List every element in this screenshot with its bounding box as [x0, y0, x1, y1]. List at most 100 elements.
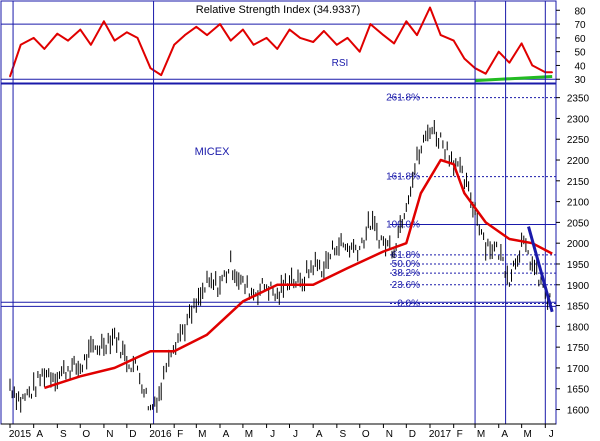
- rsi-point: [136, 37, 139, 39]
- rsi-point: [90, 43, 92, 46]
- rsi-point: [252, 43, 255, 46]
- rsi-point: [312, 41, 314, 43]
- rsi-point: [508, 61, 511, 64]
- rsi-trendline: [474, 74, 553, 83]
- rsi-point: [393, 42, 395, 45]
- rsi-point: [32, 37, 35, 39]
- rsi-point: [484, 72, 487, 75]
- fib-level-label: 38.2%: [392, 268, 420, 279]
- price-tick-label: 2100: [567, 198, 590, 209]
- rsi-point: [276, 48, 279, 50]
- x-tick-label: D: [409, 429, 416, 440]
- price-tick-label: 2300: [567, 114, 590, 125]
- fib-level-label: 0.0%: [397, 298, 420, 309]
- rsi-point: [497, 50, 500, 53]
- rsi-point: [67, 39, 69, 42]
- moving-average-line: [44, 158, 553, 390]
- rsi-title: Relative Strength Index (34.9337): [196, 4, 361, 16]
- fib-level-label: 61.8%: [392, 250, 420, 261]
- rsi-tick-label: 80: [574, 6, 586, 17]
- rsi-line: [9, 6, 553, 77]
- x-tick-label: A: [36, 429, 43, 440]
- rsi-point: [346, 37, 349, 39]
- rsi-point: [206, 34, 208, 36]
- rsi-point: [382, 34, 385, 36]
- rsi-ticks: 30 40 50 60 70 80: [556, 6, 586, 86]
- fib-level-label: 23.6%: [392, 280, 420, 291]
- price-tick-label: 2200: [567, 156, 590, 167]
- rsi-point: [531, 64, 534, 67]
- main-frame: [0, 83, 557, 425]
- x-tick-label: S: [340, 429, 347, 440]
- rsi-point: [416, 34, 418, 36]
- rsi-point: [336, 43, 338, 46]
- x-tick-label: M: [477, 429, 485, 440]
- price-tick-label: 1650: [567, 385, 590, 396]
- rsi-point: [299, 37, 301, 39]
- x-tick-label: A: [223, 429, 230, 440]
- rsi-point: [429, 6, 431, 9]
- rsi-panel: Relative Strength Index (34.9337) RSI 30…: [0, 0, 586, 86]
- x-tick-label: M: [245, 429, 253, 440]
- x-tick-label: N: [386, 429, 393, 440]
- price-tick-label: 2000: [567, 239, 590, 250]
- price-tick-label: 2350: [567, 94, 590, 105]
- rsi-series-label: RSI: [332, 58, 349, 69]
- rsi-point: [405, 20, 408, 23]
- moving-average: [44, 158, 553, 390]
- rsi-point: [103, 20, 105, 23]
- rsi-tick-label: 70: [574, 20, 586, 31]
- fib-level-label: 50.0%: [392, 259, 420, 270]
- main-title: MICEX: [195, 146, 231, 158]
- price-tick-label: 1700: [567, 364, 590, 375]
- x-tick-label: A: [501, 429, 508, 440]
- price-tick-label: 1850: [567, 302, 590, 313]
- rsi-point: [184, 34, 186, 36]
- main-ticks: 1600 1650 1700 1750 1800 1850 1900 1950 2000 2050…: [556, 94, 590, 417]
- x-tick-label: A: [316, 429, 323, 440]
- rsi-point: [113, 39, 116, 42]
- main-panel: MICEX 1600 1650 1700 1750 1800 1850 1900 1950 20…: [0, 1, 590, 425]
- x-tick-label: 2016: [149, 429, 172, 440]
- price-tick-label: 1750: [567, 343, 590, 354]
- downtrend-line: [527, 226, 554, 313]
- price-tick-label: 1600: [567, 406, 590, 417]
- rsi-tick-label: 60: [574, 34, 586, 45]
- rsi-point: [56, 32, 59, 35]
- rsi-grid: [1, 23, 556, 80]
- rsi-point: [195, 26, 198, 28]
- rsi-point: [149, 67, 152, 70]
- price-tick-label: 2250: [567, 135, 590, 146]
- x-tick-label: M: [198, 429, 206, 440]
- x-tick-label: M: [523, 429, 531, 440]
- rsi-point: [19, 43, 22, 46]
- x-tick-label: F: [457, 429, 463, 440]
- rsi-point: [229, 39, 232, 42]
- rsi-point: [265, 37, 268, 39]
- price-series: [9, 120, 551, 413]
- x-axis: 2015 A S O N D 2016 F M A M J J A S O N D 2017 F M A M J: [1, 423, 556, 440]
- fibonacci-levels: 261.8% 161.8% 100.0% 61.8%50.0%38.2%23.6% 0.…: [1, 93, 556, 309]
- fib-level-label: 100.0%: [386, 219, 420, 230]
- x-tick-label: N: [106, 429, 113, 440]
- rsi-point: [520, 42, 523, 45]
- rsi-point: [242, 28, 244, 31]
- rsi-tick-label: 30: [574, 75, 586, 86]
- rsi-point: [323, 30, 325, 32]
- x-tick-label: 2015: [9, 429, 32, 440]
- price-tick-label: 1900: [567, 281, 590, 292]
- rsi-point: [452, 39, 455, 42]
- rsi-point: [369, 23, 372, 25]
- rsi-point: [219, 23, 221, 25]
- rsi-tick-label: 40: [574, 61, 586, 72]
- rsi-point: [463, 57, 466, 60]
- x-tick-label: J: [270, 429, 275, 440]
- rsi-point: [43, 48, 46, 50]
- rsi-point: [9, 75, 11, 78]
- rsi-point: [173, 43, 175, 46]
- rsi-series: [9, 6, 553, 83]
- x-tick-label: O: [362, 429, 370, 440]
- price-tick-label: 1950: [567, 260, 590, 271]
- price-tick-label: 2050: [567, 218, 590, 229]
